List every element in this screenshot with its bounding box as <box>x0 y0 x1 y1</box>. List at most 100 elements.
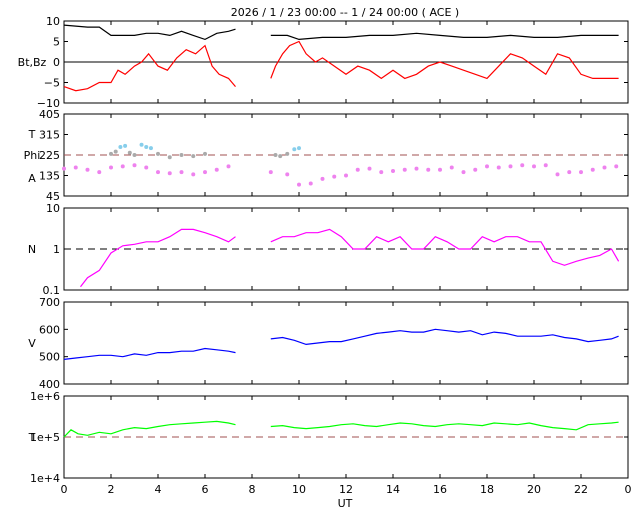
field_angles-theta-point <box>139 142 144 147</box>
density-ytick-label: 1 <box>53 243 60 256</box>
field_angles-ytick-label: 45 <box>46 190 60 203</box>
field_angles-phi-toward-point <box>273 153 278 157</box>
density-ytick-label: 10 <box>46 202 60 215</box>
magnetic_field-ytick-label: 0 <box>53 56 60 69</box>
magnetic_field-ytick-label: 10 <box>46 15 60 28</box>
field_angles-ylabel: T <box>28 128 36 141</box>
field_angles-phi-away-point <box>156 170 160 175</box>
field_angles-phi-away-point <box>579 170 583 175</box>
x-tick-label: 0 <box>61 483 68 496</box>
field_angles-phi-away-point <box>203 170 207 175</box>
field_angles-ytick-label: 405 <box>39 108 60 121</box>
panel-speed: 700 600 500 400 V <box>28 296 629 391</box>
field_angles-theta-point <box>144 145 149 150</box>
field_angles-phi-away-point <box>73 165 78 170</box>
temperature-t-line <box>63 420 619 438</box>
field_angles-phi-toward-point <box>179 153 184 157</box>
field_angles-phi-away-point <box>320 176 325 181</box>
field_angles-phi-away-point <box>297 182 301 187</box>
field_angles-phi-away-point <box>402 167 407 172</box>
field_angles-ytick-label: 315 <box>39 129 60 142</box>
panel-temperature: 1e+6 1e+5 1e+4 T <box>28 390 629 485</box>
field_angles-phi-away-point <box>532 164 536 169</box>
x-tick-label: 22 <box>574 483 588 496</box>
x-tick-label: 8 <box>249 483 256 496</box>
x-tick-label: 2 <box>108 483 115 496</box>
temperature-ytick-label: 1e+4 <box>30 472 60 485</box>
field_angles-phi-toward-point <box>285 151 290 156</box>
density-ylabel: N <box>28 243 36 256</box>
field_angles-phi-away-point <box>214 167 219 172</box>
field_angles-phi-away-point <box>179 170 184 175</box>
field_angles-phi-away-point <box>191 172 196 177</box>
field_angles-phi-away-point <box>426 167 431 172</box>
field_angles-phi-away-point <box>543 163 548 168</box>
field_angles-phi-away-point <box>308 181 313 186</box>
field_angles-phi-away-point <box>449 165 454 170</box>
field_angles-phi-away-point <box>144 165 149 170</box>
speed-frame <box>63 301 629 385</box>
field_angles-phi-away-point <box>485 164 489 169</box>
field_angles-phi-away-point <box>414 166 419 171</box>
x-tick-label: 6 <box>202 483 209 496</box>
field_angles-phi-away-point <box>285 172 290 177</box>
panel-magnetic_field: 10 5 0 −5 −10 Bt,Bz <box>18 15 629 110</box>
field_angles-phi-toward-point <box>191 154 196 159</box>
field_angles-phi-away-point <box>496 165 501 170</box>
magnetic_field-ytick-label: 5 <box>53 36 60 49</box>
x-tick-label: 12 <box>339 483 353 496</box>
density-ytick-label: 0.1 <box>43 284 61 297</box>
field_angles-phi-away-point <box>438 167 442 172</box>
speed-ytick-label: 500 <box>39 351 60 364</box>
speed-v-line <box>63 328 619 360</box>
field_angles-phi-toward-point <box>167 155 172 160</box>
field_angles-theta-point <box>123 143 128 148</box>
field_angles-phi-away-point <box>132 163 137 168</box>
field_angles-phi-away-point <box>367 166 372 171</box>
x-tick-label: 20 <box>527 483 541 496</box>
field_angles-phi-toward-point <box>109 151 113 156</box>
field_angles-phi-away-point <box>461 170 466 175</box>
field_angles-theta-point <box>292 147 297 152</box>
x-tick-label: 16 <box>433 483 447 496</box>
field_angles-phi-toward-point <box>113 149 118 154</box>
temperature-ytick-label: 1e+5 <box>30 431 60 444</box>
field_angles-phi-toward-point <box>156 151 160 156</box>
field_angles-theta-point <box>118 145 123 150</box>
field_angles-phi-away-point <box>167 171 172 176</box>
panel-density: 10 1 0.1 N <box>28 202 629 297</box>
field_angles-phi-toward-point <box>127 150 132 155</box>
field_angles-phi-away-point <box>379 170 384 175</box>
field_angles-phi-away-point <box>473 167 478 172</box>
field_angles-phi-away-point <box>85 167 90 172</box>
field_angles-phi-away-point <box>97 170 102 175</box>
field_angles-ytick-label: 225 <box>39 149 60 162</box>
field_angles-phi-away-point <box>567 170 572 175</box>
field_angles-phi-away-point <box>344 173 348 178</box>
field_angles-phi-toward-point <box>132 153 137 157</box>
field_angles-phi-away-point <box>332 174 337 179</box>
field_angles-ylabel: A <box>28 172 36 185</box>
field_angles-phi-away-point <box>602 165 607 170</box>
x-tick-label: 0 <box>625 483 632 496</box>
panels: 10 5 0 −5 −10 Bt,Bz 405 315 225 135 45 T Phi A 10 1 0.1 N… <box>18 15 629 485</box>
field_angles-theta-point <box>148 146 153 151</box>
field_angles-phi-away-point <box>226 164 231 169</box>
field_angles-theta-point <box>297 146 301 151</box>
density-n-line <box>80 228 620 288</box>
field_angles-phi-away-point <box>391 168 395 173</box>
field_angles-phi-away-point <box>520 163 525 168</box>
field_angles-phi-away-point <box>508 164 513 169</box>
x-axis-ticks: 0 2 4 6 8 10 12 14 16 18 20 22 0 <box>61 483 632 496</box>
field_angles-phi-toward-point <box>278 154 283 159</box>
x-tick-label: 4 <box>155 483 162 496</box>
speed-ytick-label: 700 <box>39 296 60 309</box>
field_angles-phi-away-point <box>555 172 560 177</box>
speed-ylabel: V <box>28 337 36 350</box>
field_angles-phi-away-point <box>62 166 66 171</box>
magnetic_field-ytick-label: −10 <box>37 97 60 110</box>
temperature-ylabel: T <box>28 431 36 444</box>
x-tick-label: 14 <box>386 483 400 496</box>
x-tick-label: 18 <box>480 483 494 496</box>
